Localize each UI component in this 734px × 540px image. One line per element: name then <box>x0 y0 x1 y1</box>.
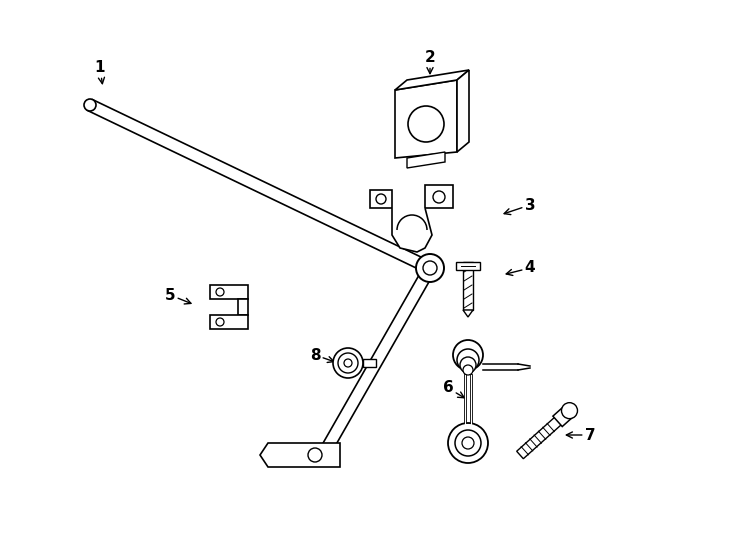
Circle shape <box>448 423 488 463</box>
Text: 2: 2 <box>425 51 435 73</box>
Circle shape <box>562 403 578 418</box>
Polygon shape <box>456 262 480 270</box>
Polygon shape <box>517 416 562 458</box>
Polygon shape <box>407 152 445 168</box>
Circle shape <box>462 437 474 449</box>
Polygon shape <box>238 299 248 315</box>
Circle shape <box>216 318 224 326</box>
Polygon shape <box>87 99 432 273</box>
Circle shape <box>333 348 363 378</box>
Polygon shape <box>370 190 392 208</box>
Circle shape <box>408 106 444 142</box>
Polygon shape <box>392 208 432 252</box>
Text: 1: 1 <box>95 60 105 84</box>
Polygon shape <box>425 185 453 208</box>
Text: 3: 3 <box>504 198 535 214</box>
Text: 6: 6 <box>443 381 465 398</box>
Polygon shape <box>363 359 376 367</box>
Circle shape <box>216 288 224 296</box>
Text: 7: 7 <box>567 428 595 442</box>
Polygon shape <box>463 310 473 317</box>
Text: 4: 4 <box>506 260 535 275</box>
Circle shape <box>376 194 386 204</box>
Polygon shape <box>260 443 340 467</box>
Polygon shape <box>395 70 469 90</box>
Circle shape <box>344 359 352 367</box>
Polygon shape <box>553 407 573 427</box>
Circle shape <box>455 430 481 456</box>
Circle shape <box>423 261 437 275</box>
Polygon shape <box>395 80 457 158</box>
Circle shape <box>338 353 358 373</box>
Polygon shape <box>457 70 469 152</box>
Polygon shape <box>210 315 248 329</box>
Circle shape <box>453 340 483 370</box>
Circle shape <box>433 191 445 203</box>
Text: 5: 5 <box>164 287 191 304</box>
Polygon shape <box>210 285 248 299</box>
Polygon shape <box>321 265 435 453</box>
Circle shape <box>460 357 476 373</box>
Circle shape <box>463 365 473 375</box>
Circle shape <box>84 99 96 111</box>
Circle shape <box>457 349 479 371</box>
Circle shape <box>308 448 322 462</box>
Polygon shape <box>463 262 473 310</box>
Text: 8: 8 <box>310 348 334 362</box>
Circle shape <box>416 254 444 282</box>
